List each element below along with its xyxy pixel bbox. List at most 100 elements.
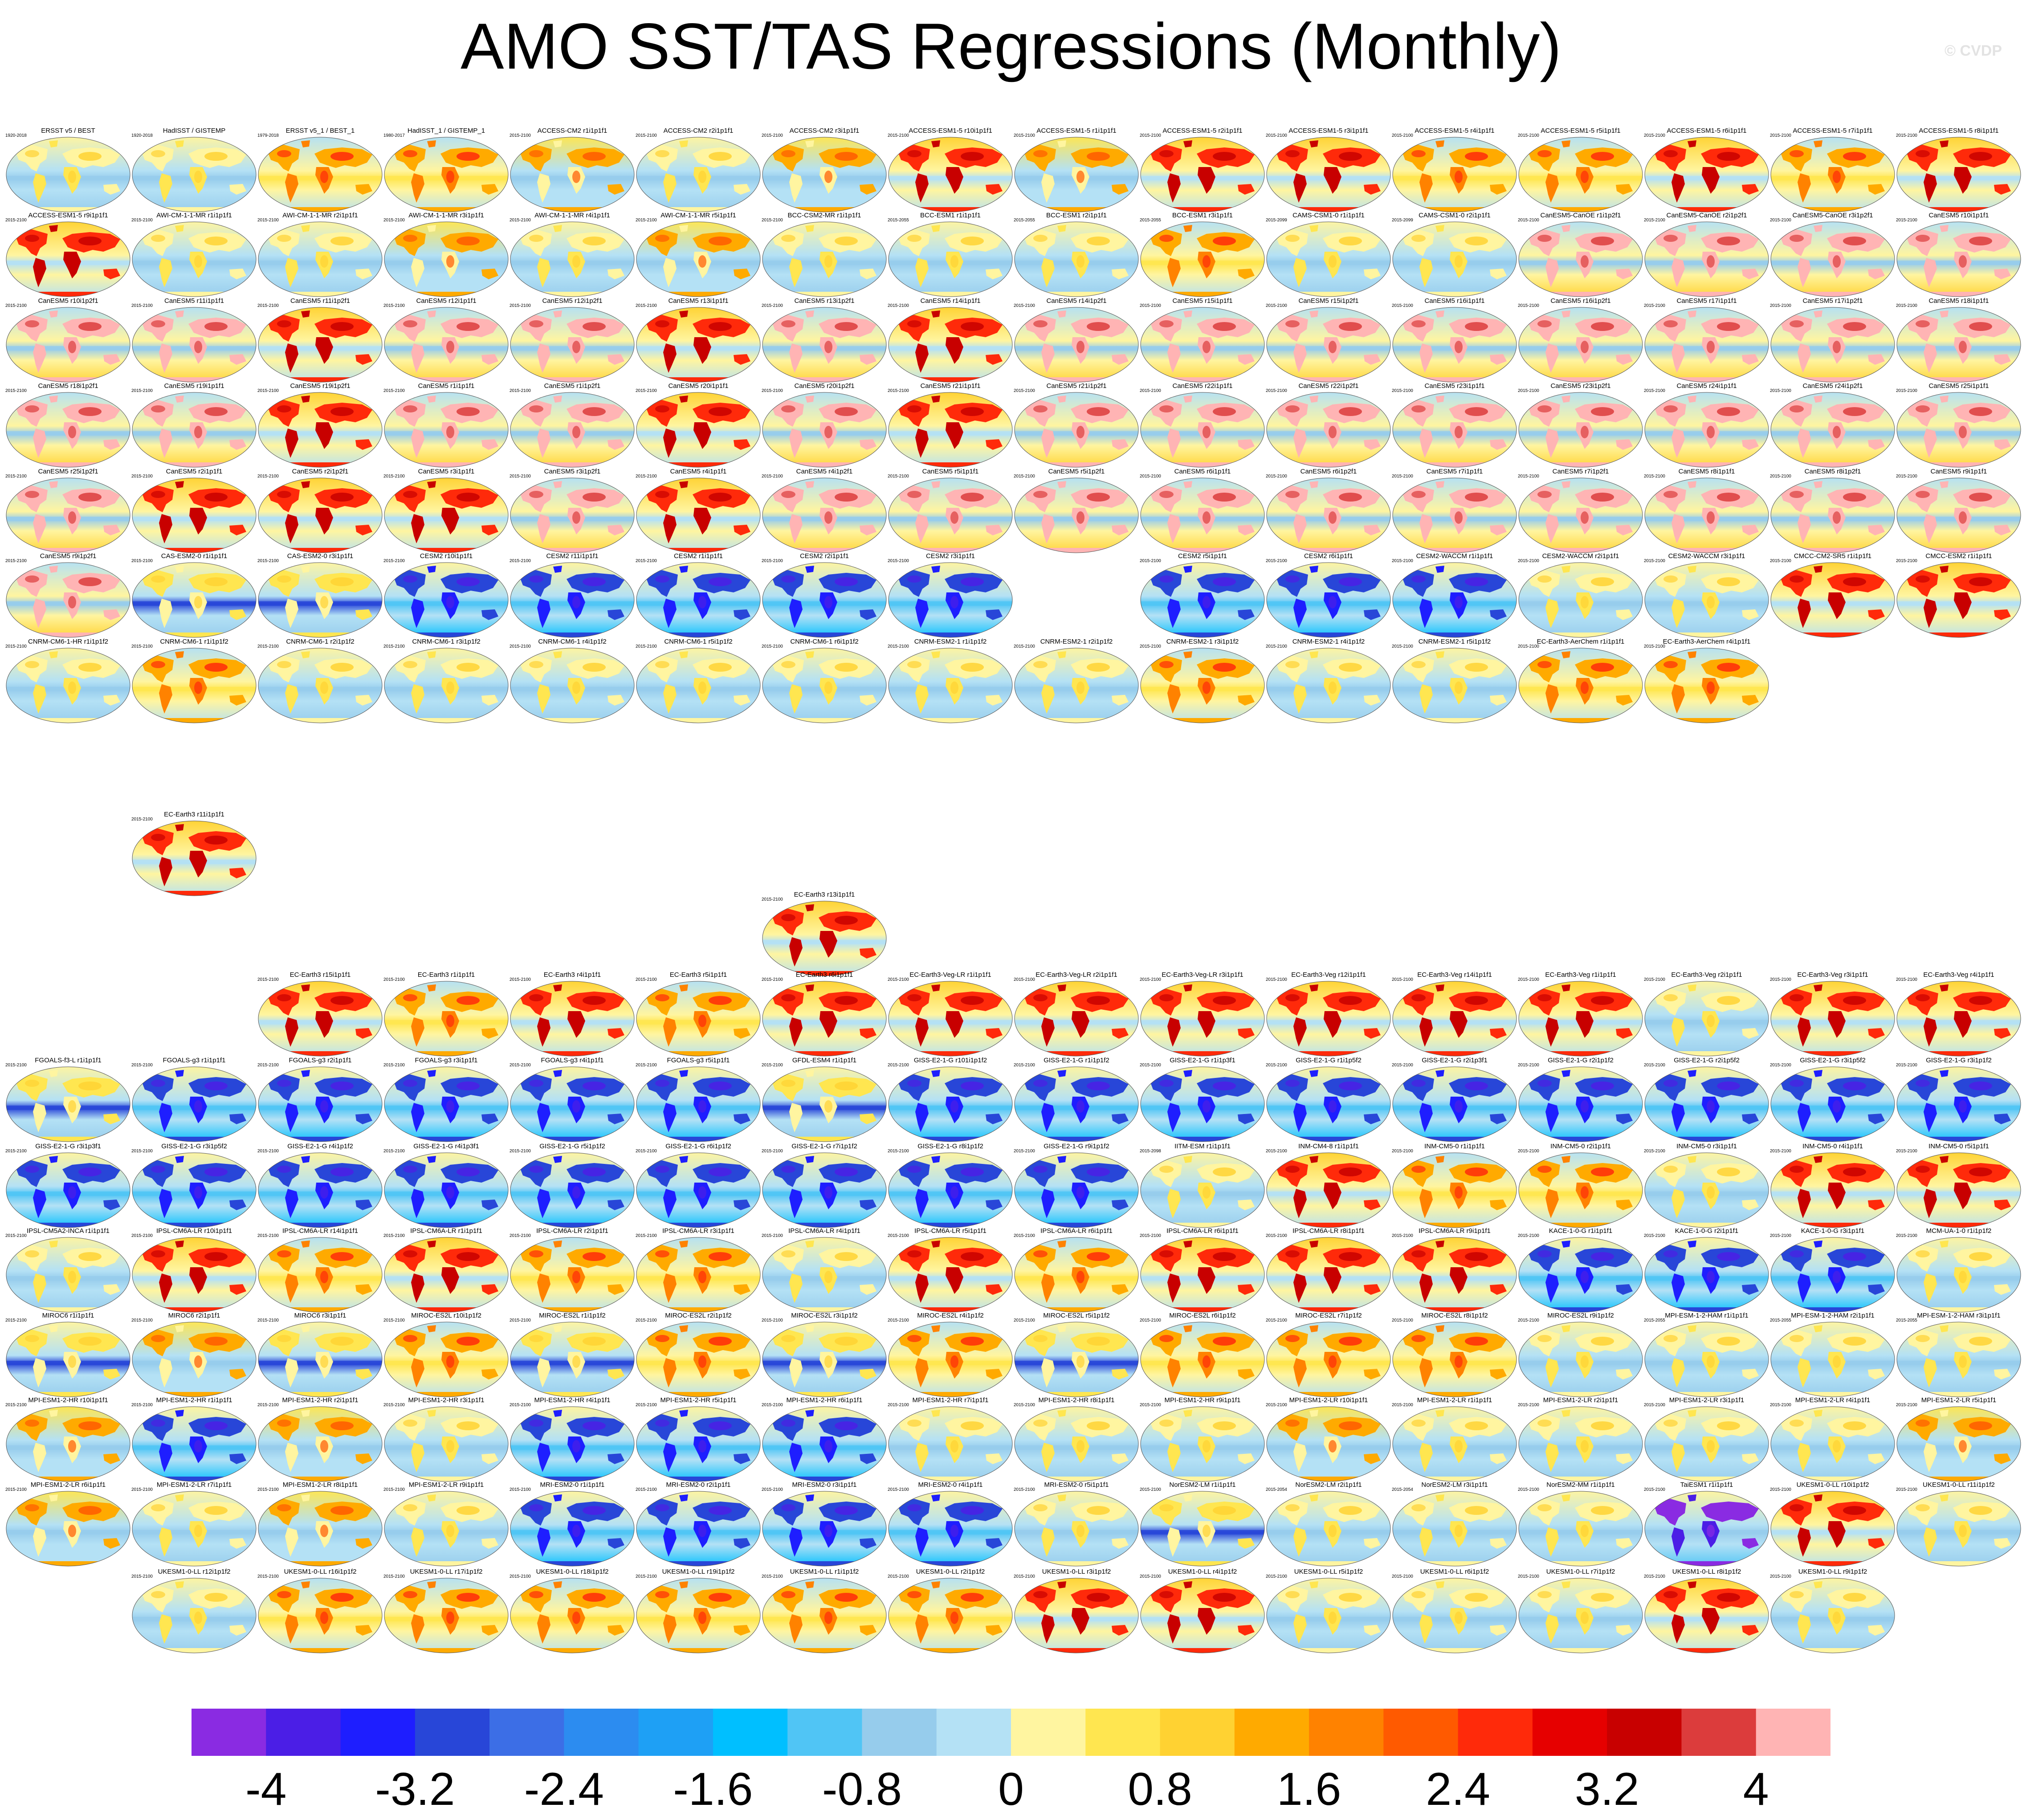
panel-title: GISS-E2-1-G r4i1p3f1 xyxy=(413,1143,479,1150)
map-panel: MPI-ESM1-2-HR r6i1p1f1 2015-2100 xyxy=(762,1396,887,1482)
regression-map xyxy=(1770,477,1895,553)
regression-map xyxy=(132,307,257,383)
panel-title: MPI-ESM-1-2-HAM r2i1p1f1 xyxy=(1791,1312,1875,1319)
regression-map xyxy=(1896,1322,2021,1397)
panel-title: IPSL-CM6A-LR r14i1p1f1 xyxy=(282,1227,359,1235)
map-panel: UKESM1-0-LL r12i1p1f2 2015-2100 xyxy=(131,1568,257,1653)
panel-title: EC-Earth3 r15i1p1f1 xyxy=(289,971,351,979)
panel-years: 2015-2100 xyxy=(510,1574,531,1579)
panel-years: 2015-2100 xyxy=(510,474,531,479)
panel-years: 2015-2100 xyxy=(5,644,27,649)
regression-map xyxy=(510,648,635,723)
map-panel: FGOALS-g3 r4i1p1f1 2015-2100 xyxy=(510,1057,635,1142)
panel-years: 2015-2100 xyxy=(1896,977,1917,982)
regression-map xyxy=(510,392,635,468)
panel-years: 2015-2099 xyxy=(1392,218,1413,223)
panel-years: 2015-2100 xyxy=(5,1233,27,1238)
panel-years: 2015-2100 xyxy=(636,559,657,563)
regression-map xyxy=(6,1237,130,1313)
panel-years: 2015-2100 xyxy=(1644,1487,1665,1492)
regression-map xyxy=(384,221,509,297)
regression-map xyxy=(6,221,130,297)
map-panel: GFDL-ESM4 r1i1p1f1 2015-2100 xyxy=(762,1057,887,1142)
panel-title: GISS-E2-1-G r3i1p5f2 xyxy=(161,1143,227,1150)
map-panel: CanESM5 r8i1p1f1 2015-2100 xyxy=(1644,468,1769,553)
regression-map xyxy=(132,1406,257,1482)
regression-map xyxy=(1644,981,1769,1057)
map-panel: MPI-ESM1-2-LR r3i1p1f1 2015-2100 xyxy=(1644,1396,1769,1482)
panel-title: EC-Earth3-Veg r1i1p1f1 xyxy=(1545,971,1616,979)
map-panel: FGOALS-g3 r1i1p1f1 2015-2100 xyxy=(131,1057,257,1142)
panel-title: ACCESS-ESM1-5 r1i1p1f1 xyxy=(1036,127,1117,135)
regression-map xyxy=(762,1578,887,1653)
regression-map xyxy=(6,1322,130,1397)
map-panel: MIROC-ES2L r1i1p1f2 2015-2100 xyxy=(510,1312,635,1397)
regression-map xyxy=(258,1406,383,1482)
panel-years: 2015-2100 xyxy=(1644,644,1665,649)
map-panel: UKESM1-0-LL r7i1p1f2 2015-2100 xyxy=(1518,1568,1643,1653)
map-panel: CAS-ESM2-0 r3i1p1f1 2015-2100 xyxy=(257,552,383,638)
map-panel: FGOALS-f3-L r1i1p1f1 2015-2100 xyxy=(5,1057,131,1142)
panel-years: 2015-2100 xyxy=(131,559,153,563)
panel-title: MPI-ESM1-2-HR r6i1p1f1 xyxy=(786,1396,863,1404)
panel-years: 2015-2100 xyxy=(888,1487,909,1492)
regression-map xyxy=(1644,137,1769,212)
panel-years: 2015-2100 xyxy=(888,388,909,393)
panel-years: 2015-2100 xyxy=(636,1063,657,1068)
map-panel: GISS-E2-1-G r4i1p3f1 2015-2100 xyxy=(383,1143,509,1228)
map-panel: MPI-ESM-1-2-HAM r3i1p1f1 2015-2055 xyxy=(1896,1312,2022,1397)
map-panel: EC-Earth3-Veg-LR r3i1p1f1 2015-2100 xyxy=(1140,971,1265,1057)
map-panel: GISS-E2-1-G r9i1p1f2 2015-2100 xyxy=(1014,1143,1139,1228)
map-panel: UKESM1-0-LL r10i1p1f2 2015-2100 xyxy=(1770,1481,1896,1567)
map-panel: CanESM5 r4i1p1f1 2015-2100 xyxy=(636,468,761,553)
map-panel: NorESM2-LM r2i1p1f1 2015-2054 xyxy=(1266,1481,1391,1567)
map-panel: CanESM5 r11i1p2f1 2015-2100 xyxy=(257,297,383,383)
panel-title: CESM2 r6i1p1f1 xyxy=(1304,552,1353,560)
panel-title: AWI-CM-1-1-MR r4i1p1f1 xyxy=(534,212,610,219)
regression-map xyxy=(1014,1237,1139,1313)
panel-years: 2015-2100 xyxy=(1770,218,1791,223)
regression-map xyxy=(1140,392,1265,468)
panel-title: MPI-ESM1-2-HR r9i1p1f1 xyxy=(1164,1396,1241,1404)
panel-years: 2015-2100 xyxy=(762,897,783,902)
panel-years: 2015-2100 xyxy=(5,1063,27,1068)
panel-title: GISS-E2-1-G r4i1p1f2 xyxy=(287,1143,353,1150)
map-panel: GISS-E2-1-G r7i1p1f2 2015-2100 xyxy=(762,1143,887,1228)
colorbar-tick-label: 2.4 xyxy=(1426,1763,1490,1815)
panel-title: CAS-ESM2-0 r1i1p1f1 xyxy=(161,552,228,560)
panel-years: 2015-2100 xyxy=(131,218,153,223)
panel-title: IPSL-CM6A-LR r1i1p1f1 xyxy=(410,1227,482,1235)
map-panel: EC-Earth3-Veg r1i1p1f1 2015-2100 xyxy=(1518,971,1643,1057)
panel-years: 2015-2100 xyxy=(510,1318,531,1323)
regression-map xyxy=(1392,477,1517,553)
colorbar-box xyxy=(638,1709,713,1756)
map-panel: KACE-1-0-G r1i1p1f1 2015-2100 xyxy=(1518,1227,1643,1313)
map-panel: BCC-ESM1 r2i1p1f1 2015-2055 xyxy=(1014,212,1139,297)
map-panel: CanESM5-CanOE r3i1p2f1 2015-2100 xyxy=(1770,212,1896,297)
regression-map xyxy=(258,137,383,212)
regression-map xyxy=(1266,1066,1391,1142)
panel-years: 2015-2055 xyxy=(1896,1318,1917,1323)
regression-map xyxy=(888,1322,1013,1397)
regression-map xyxy=(1014,1491,1139,1567)
panel-title: EC-Earth3-Veg r12i1p1f1 xyxy=(1291,971,1366,979)
map-panel: MIROC-ES2L r2i1p1f2 2015-2100 xyxy=(636,1312,761,1397)
panel-years: 2015-2100 xyxy=(383,1063,405,1068)
panel-title: CanESM5 r7i1p2f1 xyxy=(1552,468,1609,475)
panel-title: ACCESS-ESM1-5 r7i1p1f1 xyxy=(1793,127,1873,135)
map-panel: MPI-ESM1-2-HR r1i1p1f1 2015-2100 xyxy=(131,1396,257,1482)
map-panel: CNRM-CM6-1 r5i1p1f2 2015-2100 xyxy=(636,638,761,723)
map-panel: CanESM5 r12i1p1f1 2015-2100 xyxy=(383,297,509,383)
map-panel: ACCESS-CM2 r3i1p1f1 2015-2100 xyxy=(762,127,887,212)
regression-map xyxy=(762,1406,887,1482)
panel-years: 2015-2100 xyxy=(257,388,279,393)
panel-years: 2015-2100 xyxy=(5,474,27,479)
map-panel: MPI-ESM1-2-HR r8i1p1f1 2015-2100 xyxy=(1014,1396,1139,1482)
regression-map xyxy=(1266,477,1391,553)
panel-years: 2015-2100 xyxy=(1518,1487,1539,1492)
panel-title: MIROC-ES2L r3i1p1f2 xyxy=(791,1312,858,1319)
panel-title: CanESM5 r23i1p2f1 xyxy=(1550,382,1611,390)
map-panel: CanESM5 r23i1p1f1 2015-2100 xyxy=(1392,382,1517,468)
panel-years: 2015-2100 xyxy=(1266,977,1287,982)
map-panel: MPI-ESM1-2-LR r6i1p1f1 2015-2100 xyxy=(5,1481,131,1567)
